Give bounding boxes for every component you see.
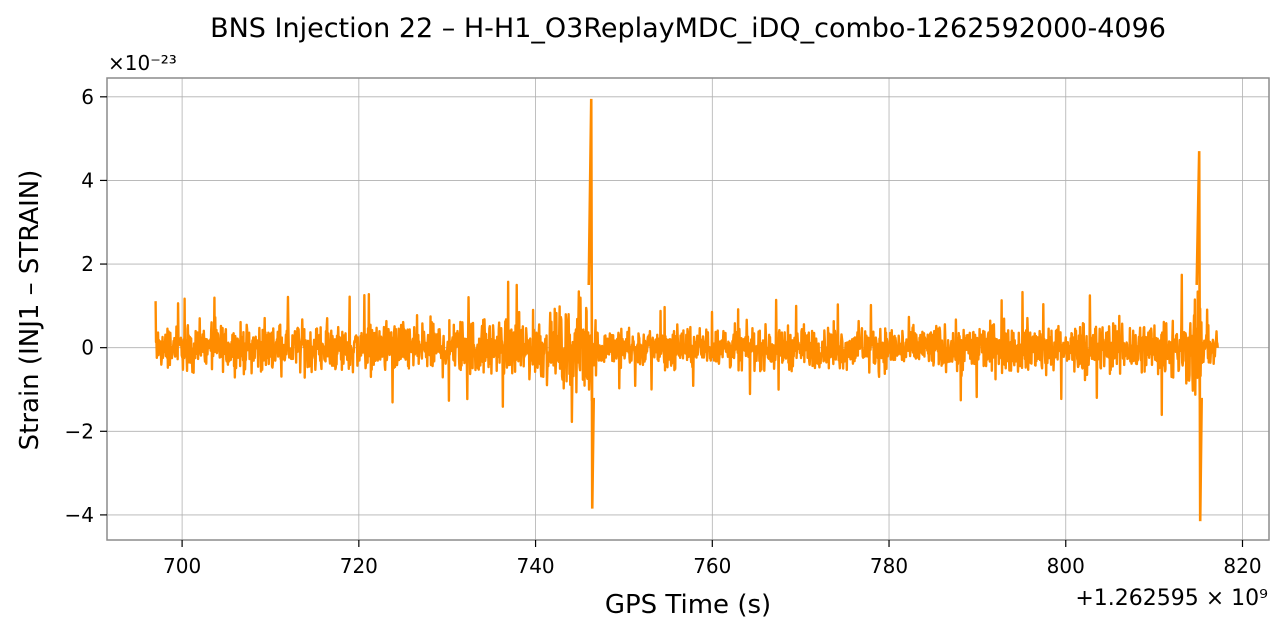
y-tick-label: −2 <box>65 419 94 443</box>
merger-spike <box>1195 151 1203 522</box>
y-tick-label: 4 <box>81 168 94 192</box>
x-tick-label: 740 <box>516 554 554 578</box>
x-offset-label: +1.262595 × 10⁹ <box>1075 586 1268 611</box>
merger-spike <box>587 98 596 509</box>
x-tick-label: 760 <box>693 554 731 578</box>
grid-lines <box>107 78 1269 540</box>
y-scale-label: ×10⁻²³ <box>108 51 177 75</box>
x-tick-label: 820 <box>1223 554 1261 578</box>
strain-noise-line <box>154 273 1219 424</box>
y-tick-label: −4 <box>65 503 94 527</box>
chart-title: BNS Injection 22 – H-H1_O3ReplayMDC_iDQ_… <box>210 13 1166 44</box>
x-tick-label: 700 <box>163 554 201 578</box>
y-axis-label: Strain (INJ1 – STRAIN) <box>15 170 45 451</box>
x-tick-label: 800 <box>1047 554 1085 578</box>
x-tick-label: 720 <box>340 554 378 578</box>
y-ticks: −4 −2 0 2 4 6 <box>65 85 107 527</box>
y-tick-label: 2 <box>81 252 94 276</box>
strain-series <box>154 98 1219 522</box>
x-ticks: 700 720 740 760 780 800 820 <box>163 540 1262 578</box>
y-tick-label: 0 <box>81 336 94 360</box>
y-tick-label: 6 <box>81 85 94 109</box>
x-tick-label: 780 <box>870 554 908 578</box>
x-axis-label: GPS Time (s) <box>605 590 771 620</box>
plot-frame <box>106 77 1270 541</box>
